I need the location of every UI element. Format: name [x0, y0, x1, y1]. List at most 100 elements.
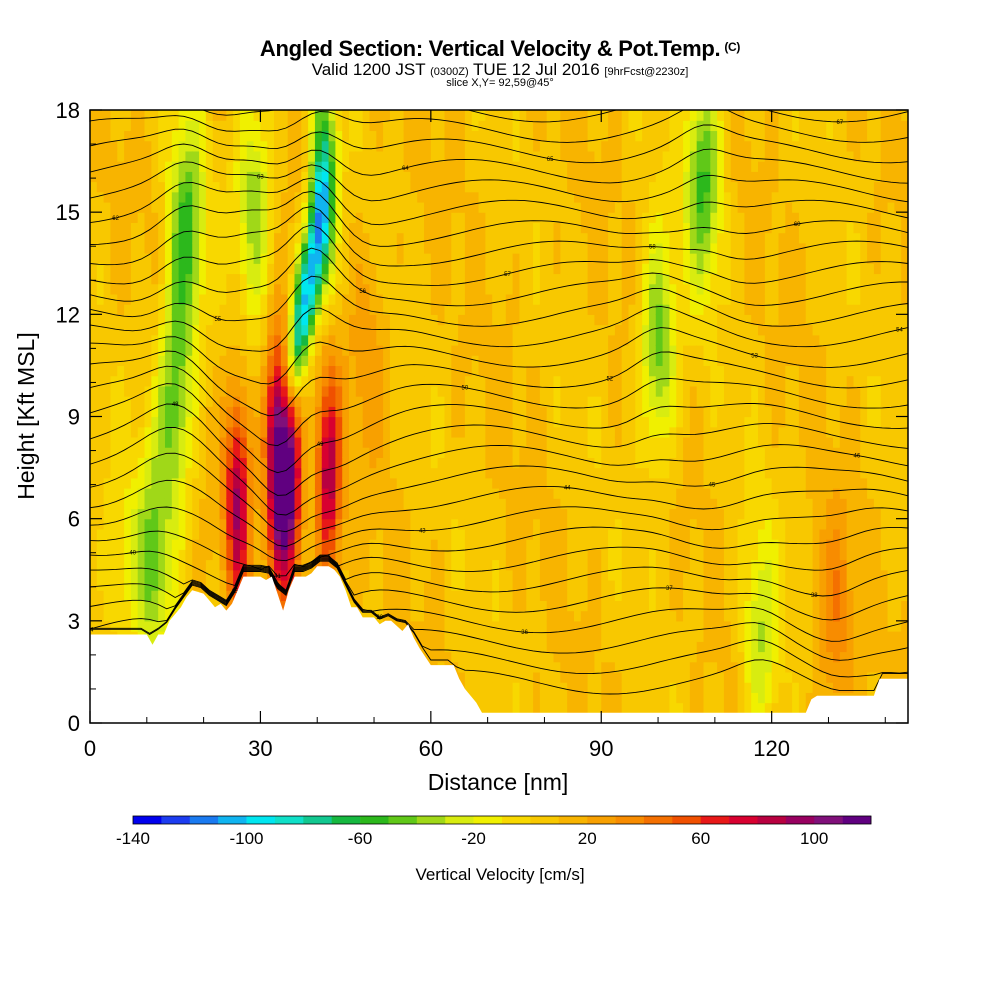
- velocity-cell: [185, 375, 193, 387]
- velocity-cell: [103, 620, 112, 632]
- velocity-cell: [212, 406, 221, 418]
- velocity-cell: [362, 508, 371, 520]
- velocity-cell: [389, 539, 398, 550]
- velocity-cell: [505, 314, 514, 326]
- velocity-cell: [621, 549, 630, 561]
- velocity-cell: [655, 692, 664, 704]
- velocity-cell: [485, 528, 493, 540]
- velocity-cell: [342, 201, 350, 213]
- velocity-cell: [471, 365, 480, 377]
- velocity-cell: [205, 416, 214, 428]
- velocity-cell: [478, 120, 486, 132]
- velocity-cell: [560, 263, 568, 275]
- velocity-cell: [212, 396, 221, 407]
- velocity-cell: [533, 539, 541, 550]
- velocity-cell: [512, 661, 521, 673]
- velocity-cell: [635, 569, 643, 581]
- velocity-cell: [499, 253, 507, 264]
- velocity-cell: [464, 590, 473, 601]
- velocity-cell: [164, 416, 173, 428]
- velocity-cell: [492, 426, 500, 438]
- velocity-cell: [594, 508, 602, 520]
- velocity-cell: [117, 579, 125, 591]
- velocity-cell: [553, 467, 561, 479]
- velocity-cell: [437, 140, 446, 152]
- velocity-cell: [642, 396, 650, 407]
- velocity-cell: [124, 406, 132, 418]
- velocity-cell: [635, 518, 643, 530]
- velocity-cell: [444, 477, 452, 489]
- velocity-cell: [301, 110, 309, 121]
- velocity-cell: [151, 365, 159, 377]
- velocity-cell: [164, 242, 173, 254]
- velocity-cell: [267, 130, 275, 142]
- velocity-cell: [192, 528, 200, 540]
- velocity-cell: [396, 396, 405, 407]
- velocity-cell: [512, 222, 521, 234]
- velocity-cell: [308, 539, 316, 550]
- velocity-cell: [151, 283, 159, 295]
- velocity-cell: [485, 171, 493, 183]
- velocity-cell: [492, 477, 500, 489]
- velocity-cell: [314, 334, 323, 346]
- velocity-cell: [342, 293, 350, 305]
- velocity-cell: [492, 447, 500, 458]
- velocity-cell: [192, 120, 200, 132]
- velocity-cell: [499, 518, 507, 530]
- velocity-cell: [648, 426, 657, 438]
- velocity-cell: [287, 304, 296, 315]
- velocity-cell: [314, 508, 323, 520]
- velocity-cell: [519, 334, 527, 346]
- velocity-cell: [635, 181, 643, 193]
- velocity-cell: [185, 222, 193, 234]
- velocity-cell: [185, 293, 193, 305]
- velocity-cell: [560, 569, 568, 581]
- velocity-cell: [519, 488, 527, 499]
- velocity-cell: [287, 253, 296, 264]
- velocity-cell: [246, 212, 255, 223]
- velocity-cell: [110, 222, 118, 234]
- velocity-cell: [594, 283, 602, 295]
- velocity-cell: [335, 559, 343, 571]
- velocity-cell: [233, 344, 241, 356]
- velocity-cell: [567, 569, 575, 581]
- velocity-cell: [478, 334, 486, 346]
- velocity-cell: [580, 212, 589, 223]
- velocity-cell: [185, 539, 193, 550]
- velocity-cell: [628, 528, 636, 540]
- velocity-cell: [130, 191, 139, 203]
- velocity-cell: [335, 120, 343, 132]
- velocity-cell: [301, 191, 309, 203]
- velocity-cell: [560, 293, 568, 305]
- velocity-cell: [580, 426, 589, 438]
- velocity-cell: [451, 610, 459, 622]
- velocity-cell: [103, 263, 112, 275]
- velocity-cell: [608, 569, 616, 581]
- velocity-cell: [580, 631, 589, 642]
- velocity-cell: [396, 201, 405, 213]
- velocity-cell: [614, 600, 623, 612]
- velocity-cell: [287, 406, 296, 418]
- velocity-cell: [144, 334, 152, 346]
- velocity-cell: [410, 212, 418, 223]
- velocity-cell: [158, 130, 166, 142]
- velocity-cell: [287, 477, 296, 489]
- velocity-cell: [519, 692, 527, 704]
- velocity-cell: [635, 498, 643, 510]
- velocity-cell: [96, 539, 105, 550]
- velocity-cell: [567, 232, 575, 244]
- velocity-cell: [478, 304, 486, 315]
- velocity-cell: [321, 447, 330, 458]
- velocity-cell: [444, 201, 452, 213]
- velocity-cell: [219, 253, 227, 264]
- velocity-cell: [601, 620, 609, 632]
- velocity-cell: [430, 355, 439, 367]
- velocity-cell: [471, 293, 480, 305]
- velocity-cell: [430, 600, 439, 612]
- velocity-cell: [621, 651, 630, 663]
- velocity-cell: [321, 222, 330, 234]
- velocity-cell: [137, 498, 146, 510]
- velocity-cell: [103, 212, 112, 223]
- velocity-cell: [274, 314, 282, 326]
- velocity-cell: [212, 365, 221, 377]
